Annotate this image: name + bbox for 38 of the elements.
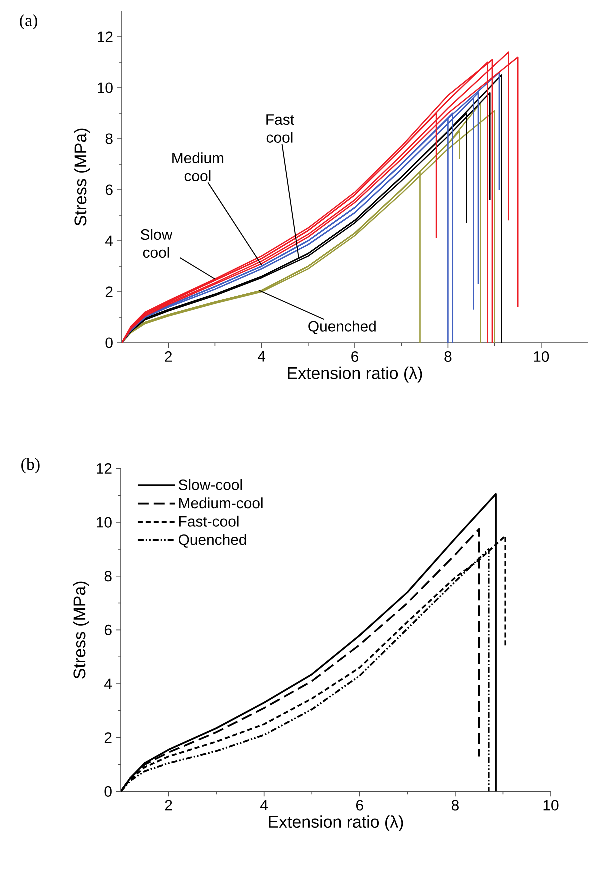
y-axis-title: Stress (MPa) xyxy=(74,128,90,226)
y-tick-label: 2 xyxy=(106,286,113,298)
x-tick-label: 10 xyxy=(544,800,559,811)
x-tick-label: 6 xyxy=(352,351,359,362)
y-tick-label: 0 xyxy=(104,786,112,797)
y-tick-label: 4 xyxy=(106,236,114,246)
y-tick-label: 2 xyxy=(104,732,112,744)
x-tick-label: 2 xyxy=(165,800,172,811)
y-tick-label: 6 xyxy=(106,184,113,196)
annotation: Fast cool xyxy=(266,114,294,143)
x-tick-label: 8 xyxy=(452,800,459,811)
y-tick-label: 12 xyxy=(98,32,113,42)
x-tick-label: 4 xyxy=(260,800,268,810)
chart-title: (a) xyxy=(20,14,38,30)
y-tick-label: 8 xyxy=(106,134,113,144)
x-axis-title: Extension ratio (λ) xyxy=(269,816,404,832)
x-tick-label: 2 xyxy=(165,351,172,362)
annotation: Medium cool xyxy=(172,152,224,182)
legend-label: Quenched xyxy=(178,534,246,548)
y-tick-label: 10 xyxy=(98,82,113,94)
x-tick-label: 10 xyxy=(534,351,550,362)
x-tick-label: 4 xyxy=(258,351,266,362)
x-tick-label: 6 xyxy=(356,800,364,811)
chart-title: (b) xyxy=(22,458,40,474)
y-tick-label: 4 xyxy=(104,678,112,690)
legend-label: Medium-cool xyxy=(180,498,263,509)
legend-label: Fast-cool xyxy=(180,516,239,527)
y-tick-label: 12 xyxy=(97,463,112,474)
y-tick-label: 6 xyxy=(104,624,112,636)
annotation: Quenched xyxy=(308,320,376,335)
y-tick-label: 8 xyxy=(104,571,112,582)
legend-label: Slow-cool xyxy=(178,479,242,490)
y-tick-label: 10 xyxy=(97,517,112,528)
annotation: Slow cool xyxy=(140,229,173,258)
x-tick-label: 8 xyxy=(444,351,452,362)
y-tick-label: 0 xyxy=(106,338,113,348)
x-axis-title: Extension ratio (λ) xyxy=(288,366,422,383)
y-axis-title: Stress (MPa) xyxy=(73,582,90,679)
